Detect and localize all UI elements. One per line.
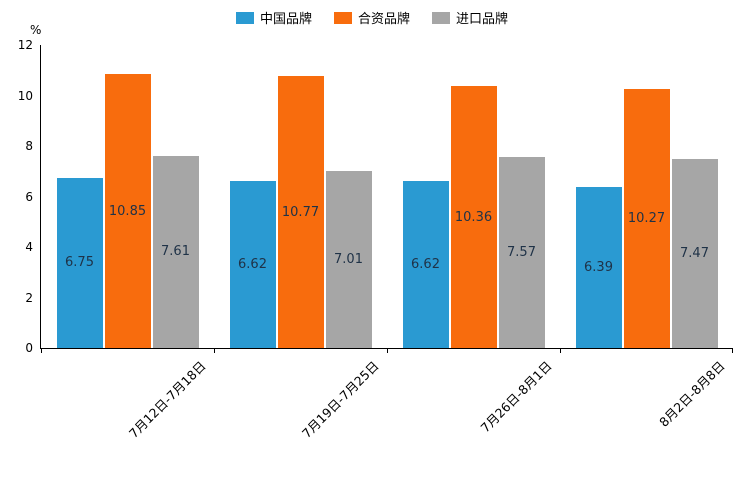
bar-value-label: 10.77 xyxy=(281,204,320,220)
y-tick-label: 10 xyxy=(17,88,33,103)
legend-swatch-icon xyxy=(432,11,450,24)
bar-value-label: 7.01 xyxy=(334,252,363,267)
bar-value-label: 10.85 xyxy=(108,203,147,219)
bar-进口品牌-0: 7.61 xyxy=(152,155,199,348)
bar-中国品牌-2: 6.62 xyxy=(402,180,449,348)
legend: 中国品牌 合资品牌 进口品牌 xyxy=(0,8,744,27)
legend-item-1[interactable]: 合资品牌 xyxy=(333,8,410,27)
x-category-label: 7月26日-8月1日 xyxy=(476,358,555,436)
y-tick-label: 12 xyxy=(17,38,33,52)
bar-value-label: 6.62 xyxy=(238,256,267,272)
y-tick-label: 0 xyxy=(25,341,33,355)
bar-value-label: 6.39 xyxy=(584,259,613,275)
bar-进口品牌-3: 7.47 xyxy=(671,159,718,348)
bar-中国品牌-3: 6.39 xyxy=(575,186,622,348)
y-tick-label: 2 xyxy=(25,290,33,305)
legend-swatch-icon xyxy=(333,11,352,24)
bar-合资品牌-1: 10.77 xyxy=(277,76,324,348)
x-axis-tick xyxy=(214,348,215,353)
bar-value-label: 7.47 xyxy=(680,246,709,262)
legend-item-2[interactable]: 进口品牌 xyxy=(432,8,508,27)
y-axis-unit-label: % xyxy=(30,23,42,37)
plot-area: 0 2 4 6 8 10 12 6.75 10.85 7.61 7月12日-7月18日 6.62 10.… xyxy=(18,38,733,441)
y-tick-label: 4 xyxy=(25,240,33,254)
y-tick-label: 6 xyxy=(25,189,33,204)
bar-value-label: 6.75 xyxy=(65,255,94,271)
x-axis-tick xyxy=(41,348,42,353)
bar-合资品牌-0: 10.85 xyxy=(104,74,151,348)
x-category-label: 7月19日-7月25日 xyxy=(298,358,382,442)
legend-item-0[interactable]: 中国品牌 xyxy=(235,8,312,27)
bar-value-label: 10.27 xyxy=(627,210,666,226)
bar-进口品牌-1: 7.01 xyxy=(325,171,372,348)
x-axis-tick xyxy=(732,348,733,353)
x-axis-tick xyxy=(560,348,561,353)
bar-中国品牌-1: 6.62 xyxy=(229,180,276,348)
legend-label: 进口品牌 xyxy=(456,12,509,27)
bar-value-label: 7.61 xyxy=(161,244,190,260)
bar-中国品牌-0: 6.75 xyxy=(56,177,103,348)
y-tick-label: 8 xyxy=(25,139,33,153)
bar-进口品牌-2: 7.57 xyxy=(498,156,545,348)
bar-合资品牌-2: 10.36 xyxy=(450,86,497,348)
x-axis-tick xyxy=(387,348,388,353)
legend-label: 中国品牌 xyxy=(259,12,312,27)
bar-合资品牌-3: 10.27 xyxy=(623,88,670,348)
bar-value-label: 7.57 xyxy=(507,244,536,260)
legend-swatch-icon xyxy=(235,11,254,24)
bar-value-label: 10.36 xyxy=(454,209,493,225)
x-category-label: 8月2日-8月8日 xyxy=(655,358,728,430)
x-category-label: 7月12日-7月18日 xyxy=(125,358,209,442)
legend-label: 合资品牌 xyxy=(357,12,410,27)
bar-value-label: 6.62 xyxy=(411,256,440,272)
